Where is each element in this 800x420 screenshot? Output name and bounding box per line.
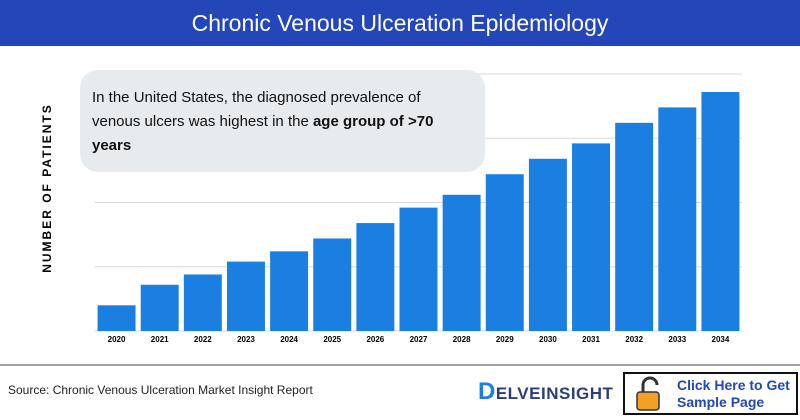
bar	[313, 238, 352, 331]
x-tick-label: 2026	[366, 335, 384, 344]
x-tick-label: 2021	[151, 335, 169, 344]
bar	[485, 174, 524, 331]
bar	[183, 274, 222, 331]
bar	[572, 143, 611, 331]
x-tick-label: 2031	[582, 335, 600, 344]
x-tick-label: 2028	[453, 335, 471, 344]
bar	[615, 122, 654, 331]
bar	[140, 284, 179, 331]
x-tick-label: 2029	[496, 335, 514, 344]
button-text[interactable]: Click Here to Get Sample Page	[677, 377, 790, 410]
annotation: In the United States, the diagnosed prev…	[80, 70, 485, 172]
header-title: Chronic Venous Ulceration Epidemiology	[0, 0, 800, 46]
bar	[270, 251, 309, 331]
logo-initial: D	[478, 378, 496, 405]
x-tick-label: 2024	[280, 335, 298, 344]
x-tick-label: 2032	[625, 335, 643, 344]
bar	[658, 107, 697, 331]
logo-text: ELVEINSIGHT	[495, 384, 614, 403]
x-tick-label: 2027	[410, 335, 428, 344]
sample-button[interactable]: Click Here to Get Sample Page	[623, 372, 798, 415]
x-tick-label: 2034	[712, 335, 730, 344]
source: Source: Chronic Venous Ulceration Market…	[8, 383, 313, 397]
x-tick-label: 2020	[108, 335, 126, 344]
annotation-bold: age group of >70 years	[92, 113, 434, 154]
lock-icon	[636, 376, 660, 411]
annotation-text: In the United States, the diagnosed prev…	[92, 89, 421, 130]
x-tick-label: 2030	[539, 335, 557, 344]
bar	[399, 207, 438, 331]
bar	[528, 158, 567, 331]
bar	[226, 261, 265, 331]
bar	[97, 305, 136, 331]
x-tick-label: 2022	[194, 335, 212, 344]
bar	[356, 223, 395, 331]
x-tick-label: 2023	[237, 335, 255, 344]
logo: DELVEINSIGHT	[478, 378, 613, 406]
bar	[701, 91, 740, 332]
x-tick-label: 2033	[668, 335, 686, 344]
bar	[442, 194, 481, 331]
x-tick-label: 2025	[323, 335, 341, 344]
y-axis-label: NUMBER OF PATIENTS	[40, 103, 54, 273]
